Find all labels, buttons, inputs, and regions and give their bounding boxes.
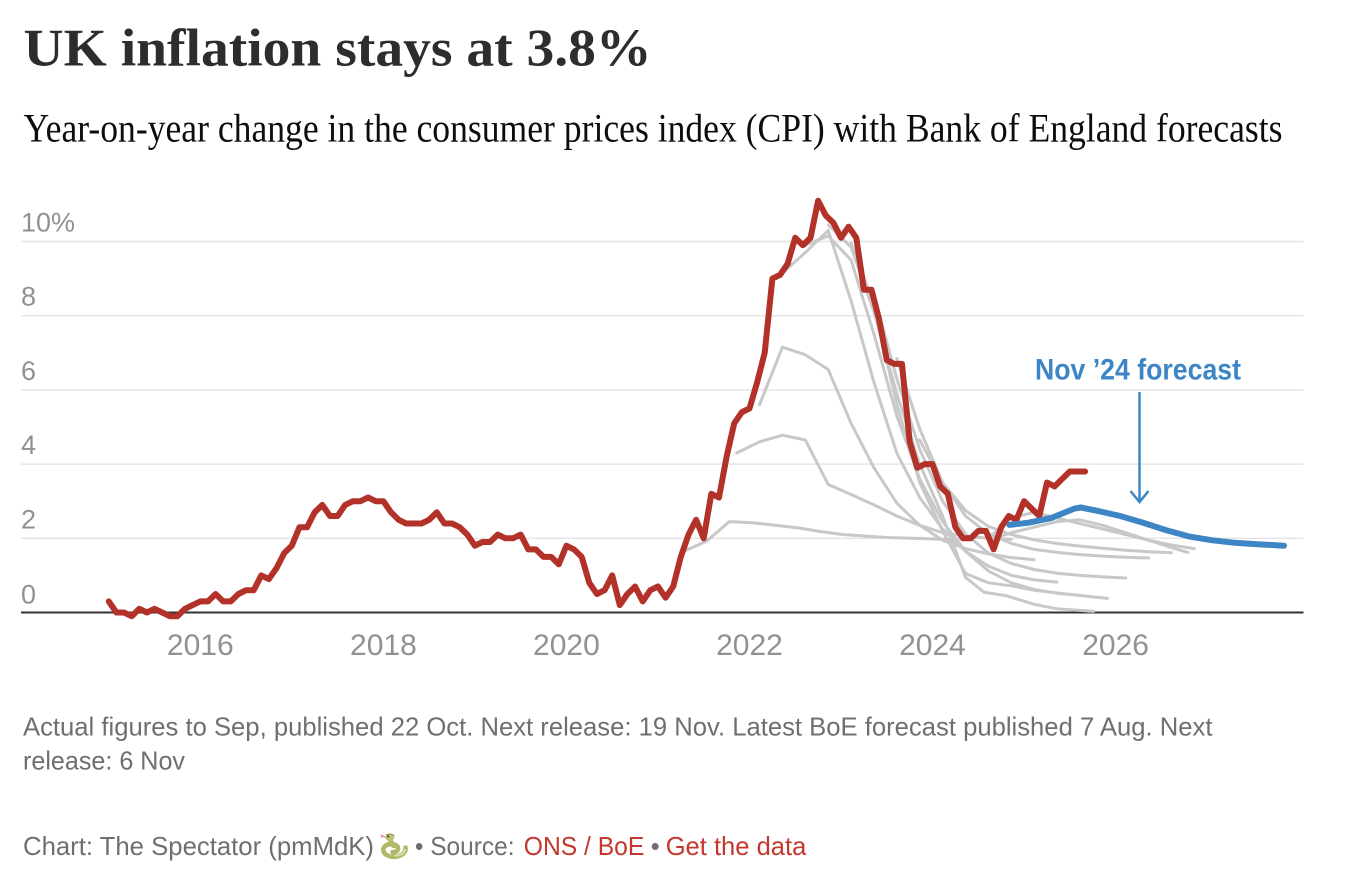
svg-text:4: 4 — [21, 430, 36, 460]
svg-text:6: 6 — [21, 356, 36, 386]
svg-text:8: 8 — [21, 282, 36, 312]
svg-text:Nov ’24 forecast: Nov ’24 forecast — [1035, 354, 1241, 387]
svg-text:2020: 2020 — [533, 629, 600, 662]
svg-text:2022: 2022 — [716, 629, 783, 662]
svg-text:Year-on-year change in the con: Year-on-year change in the consumer pric… — [24, 106, 1283, 151]
svg-text:UK inflation stays at 3.8%: UK inflation stays at 3.8% — [24, 20, 652, 78]
svg-text:2016: 2016 — [167, 629, 234, 662]
svg-text:release: 6 Nov: release: 6 Nov — [23, 746, 185, 776]
svg-text:2018: 2018 — [350, 629, 417, 662]
svg-text:Get the data: Get the data — [666, 831, 807, 861]
svg-text:0: 0 — [21, 580, 36, 610]
svg-text:10%: 10% — [21, 208, 75, 238]
svg-text:2: 2 — [21, 504, 36, 534]
svg-text:• Source:: • Source: — [415, 831, 515, 861]
svg-text:2026: 2026 — [1082, 629, 1149, 662]
svg-text:•: • — [651, 831, 660, 861]
svg-text:Chart: The Spectator (pmMdK): Chart: The Spectator (pmMdK) — [23, 831, 374, 861]
svg-text:ONS / BoE: ONS / BoE — [524, 831, 645, 861]
svg-text:Actual figures to Sep, publish: Actual figures to Sep, published 22 Oct.… — [23, 711, 1213, 741]
svg-text:2024: 2024 — [899, 629, 966, 662]
